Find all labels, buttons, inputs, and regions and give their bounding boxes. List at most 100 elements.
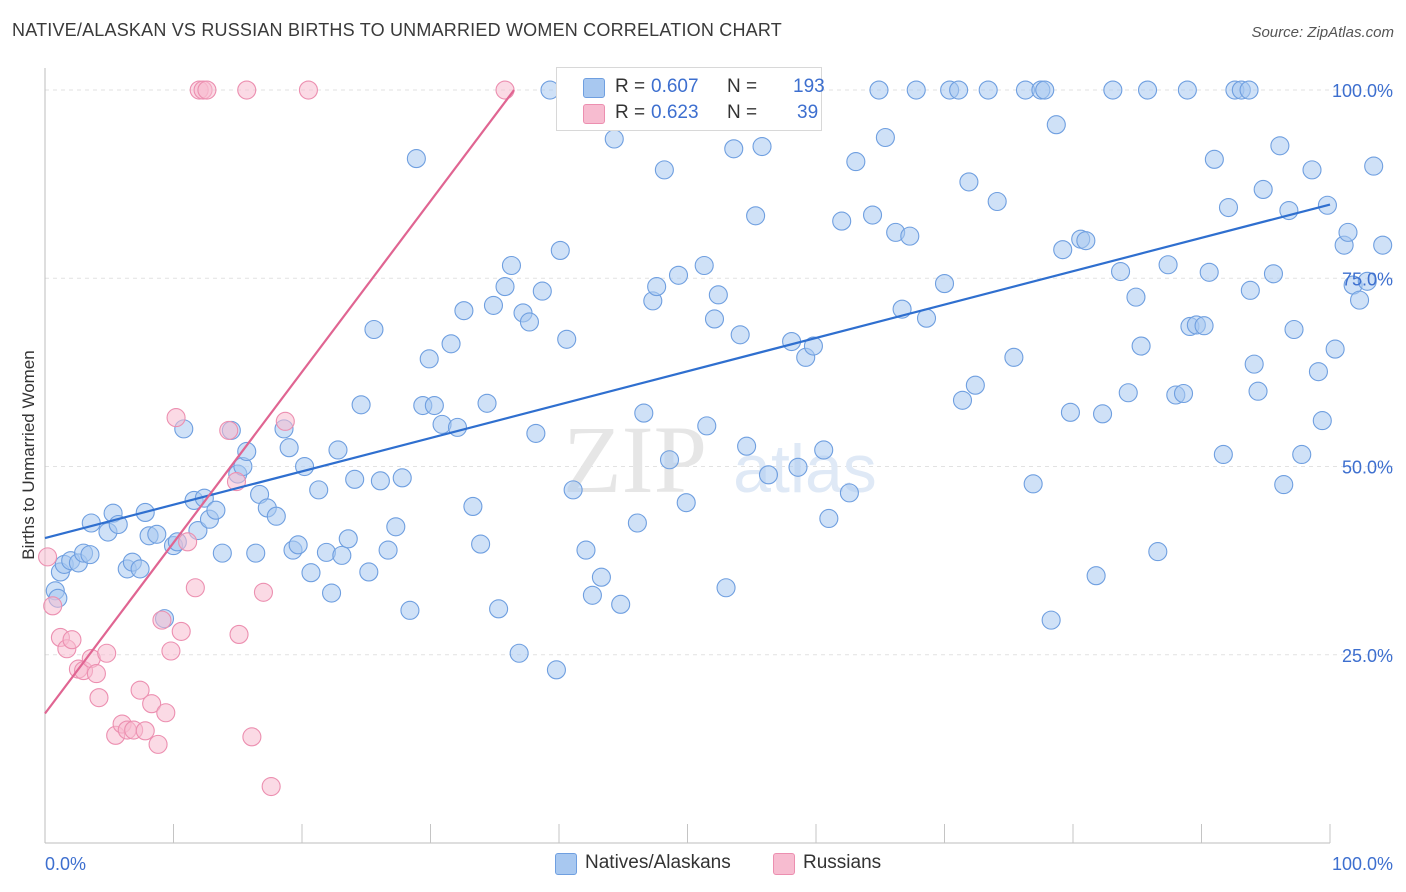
chart-title: NATIVE/ALASKAN VS RUSSIAN BIRTHS TO UNMA… (12, 20, 782, 40)
point-natives (288, 535, 308, 555)
point-russians (171, 621, 191, 641)
point-natives (611, 594, 631, 614)
point-natives (316, 542, 336, 562)
point-russians (298, 80, 318, 100)
point-natives (546, 660, 566, 680)
point-natives (949, 80, 969, 100)
point-russians (38, 547, 58, 567)
point-natives (81, 513, 101, 533)
point-natives (952, 390, 973, 410)
point-natives (1218, 197, 1239, 218)
point-russians (135, 721, 155, 741)
point-natives (526, 423, 546, 443)
point-russians (229, 624, 249, 644)
point-natives (147, 524, 167, 544)
trend-lines (44, 89, 1331, 715)
n-label: N = (727, 76, 758, 97)
point-natives (862, 205, 883, 225)
point-russians (237, 80, 257, 100)
x-tick-label-max: 100.0% (1332, 854, 1393, 874)
r-label: R = (615, 102, 646, 123)
point-natives (80, 545, 100, 565)
point-natives (532, 281, 552, 301)
data-points (38, 80, 1393, 797)
point-natives (1118, 383, 1138, 403)
point-natives (934, 274, 955, 294)
point-natives (392, 468, 412, 488)
point-natives (746, 206, 766, 226)
point-natives (1302, 160, 1322, 180)
point-natives (1194, 316, 1214, 336)
point-natives (1350, 290, 1370, 310)
point-russians (142, 694, 162, 714)
point-natives (322, 583, 342, 603)
point-natives (959, 172, 979, 192)
point-natives (1270, 136, 1290, 156)
point-natives (627, 513, 647, 533)
point-natives (359, 562, 379, 582)
point-natives (906, 80, 926, 100)
point-natives (875, 127, 895, 148)
point-natives (351, 395, 371, 415)
point-natives (441, 334, 461, 354)
point-natives (704, 309, 725, 329)
point-natives (900, 226, 920, 246)
stats-legend: R = 0.607 N = 193 R = 0.623 N = 39 (556, 67, 825, 131)
point-russians (253, 582, 274, 602)
point-natives (495, 277, 515, 297)
point-natives (668, 265, 689, 285)
point-natives (519, 312, 539, 332)
y-tick-label: 25.0% (1342, 646, 1393, 666)
point-natives (1284, 319, 1304, 340)
point-natives (550, 240, 570, 260)
point-natives (1093, 404, 1113, 424)
axis-labels: 25.0% 50.0% 75.0% 100.0% 0.0% 100.0% Births to… (19, 81, 1393, 874)
point-natives (1338, 222, 1358, 242)
point-natives (737, 436, 757, 456)
point-natives (563, 480, 583, 500)
source-credit: Source: ZipAtlas.com (1251, 24, 1394, 41)
point-natives (730, 325, 750, 345)
trend-line-natives (44, 203, 1331, 540)
natives-legend-label: Natives/Alaskans (585, 852, 731, 873)
r-value: 0.623 (651, 102, 699, 123)
point-natives (716, 578, 736, 598)
russians-legend-swatch (773, 853, 795, 875)
point-natives (697, 416, 717, 436)
point-russians (166, 408, 186, 428)
point-natives (869, 80, 889, 100)
point-natives (694, 255, 714, 276)
point-natives (591, 567, 611, 587)
point-natives (1213, 444, 1233, 465)
point-natives (647, 277, 667, 297)
point-natives (130, 559, 150, 579)
point-natives (1325, 339, 1345, 359)
point-russians (130, 680, 150, 700)
point-natives (332, 545, 352, 565)
point-natives (832, 211, 852, 231)
point-natives (814, 440, 834, 460)
point-natives (1373, 235, 1393, 255)
point-natives (1364, 156, 1384, 176)
point-natives (509, 643, 529, 663)
russians-legend-label: Russians (803, 852, 882, 873)
point-natives (1308, 362, 1328, 382)
point-natives (978, 80, 998, 100)
point-russians (156, 703, 176, 723)
point-natives (386, 517, 406, 537)
point-natives (1126, 287, 1146, 307)
point-natives (400, 600, 420, 620)
point-russians (275, 411, 295, 431)
point-natives (1274, 475, 1294, 495)
point-natives (370, 471, 390, 491)
point-natives (1357, 271, 1377, 291)
point-natives (206, 500, 226, 520)
point-natives (1239, 80, 1259, 100)
point-natives (1103, 80, 1123, 100)
point-natives (1263, 264, 1284, 284)
point-natives (1004, 347, 1024, 367)
point-natives (1312, 411, 1332, 431)
y-tick-label: 100.0% (1332, 81, 1393, 101)
point-natives (406, 149, 426, 169)
